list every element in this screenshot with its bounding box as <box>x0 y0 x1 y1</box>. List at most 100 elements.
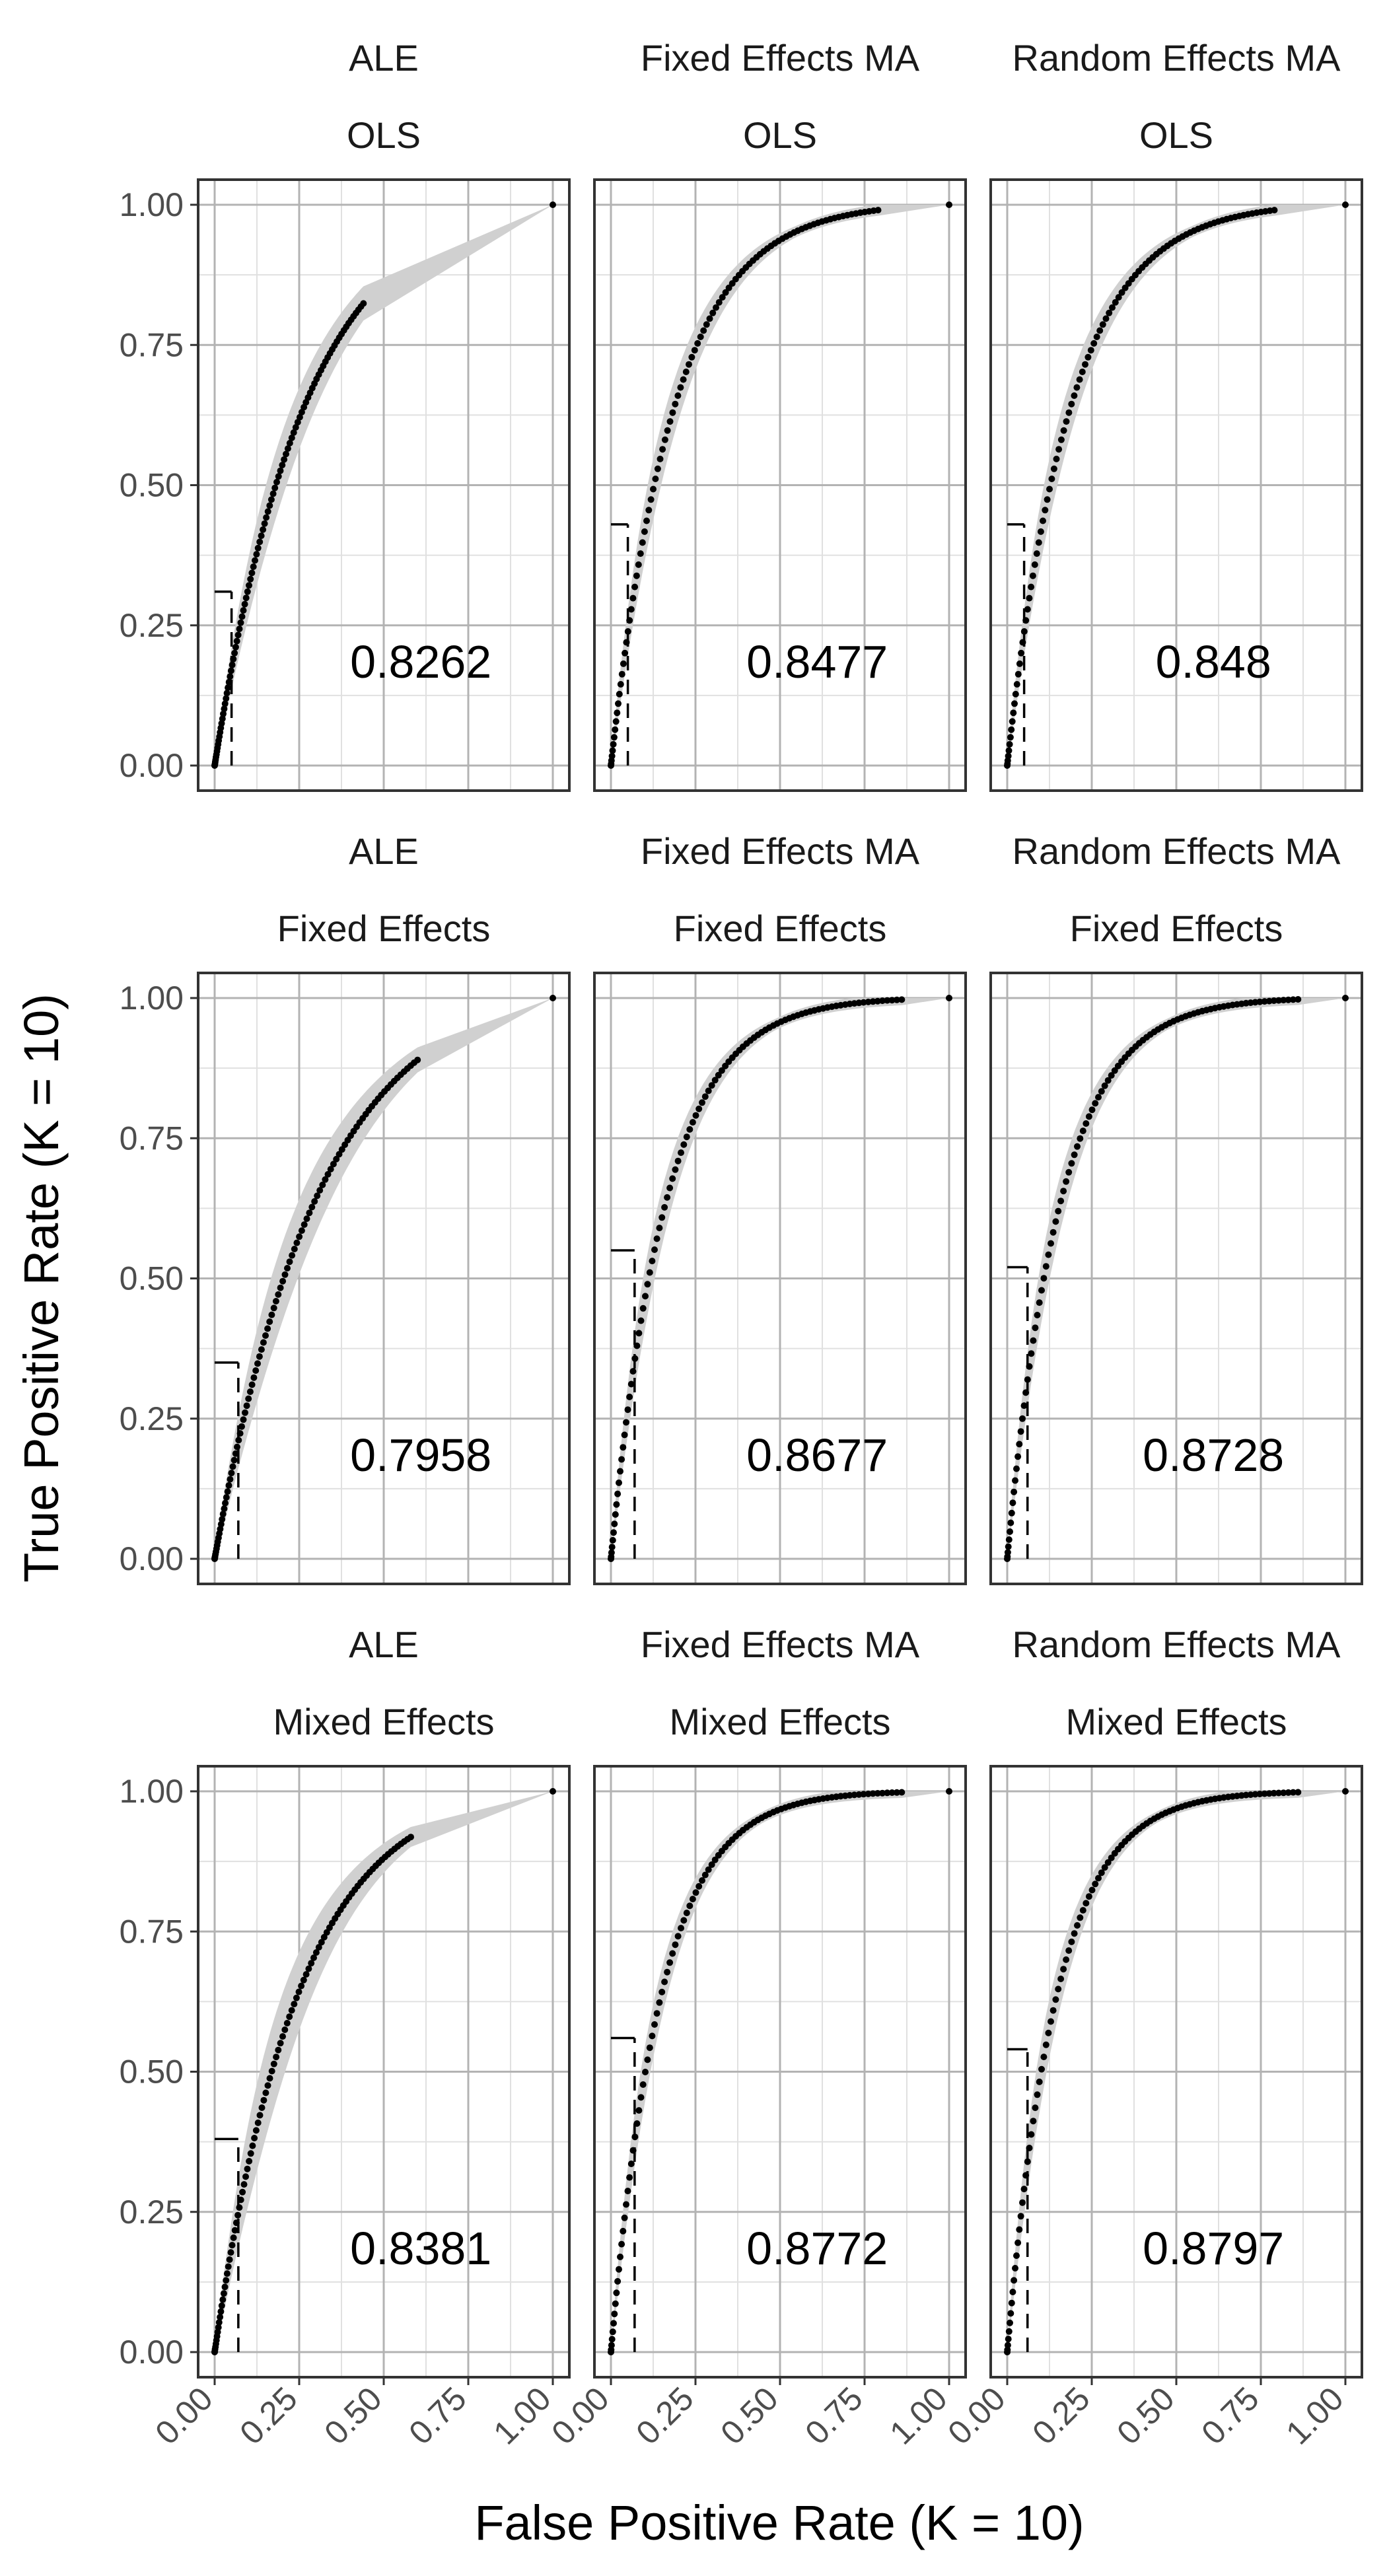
data-point <box>1104 1077 1112 1084</box>
data-point <box>1063 1178 1070 1185</box>
data-point <box>232 1450 239 1457</box>
data-point <box>637 2094 645 2101</box>
data-point <box>1007 2319 1013 2326</box>
data-point <box>653 2010 660 2017</box>
data-point <box>247 2150 254 2157</box>
data-point <box>1026 594 1033 602</box>
data-point <box>646 2044 653 2052</box>
panel-column-label: Fixed Effects MA <box>641 830 920 872</box>
data-point <box>289 1252 296 1259</box>
data-point <box>691 347 698 354</box>
data-point <box>715 299 723 306</box>
data-point <box>260 1339 267 1346</box>
data-point <box>653 1235 660 1242</box>
data-point <box>610 2320 617 2327</box>
data-point <box>293 1239 301 1246</box>
data-point <box>261 520 268 527</box>
data-point <box>300 1976 307 1984</box>
data-point <box>1076 376 1083 383</box>
data-point <box>228 1470 235 1477</box>
data-point <box>1019 639 1026 646</box>
data-point <box>1022 2172 1030 2179</box>
panel-border <box>989 972 1363 1585</box>
data-point <box>273 2054 280 2061</box>
data-point <box>319 1181 326 1188</box>
data-point <box>279 1277 287 1285</box>
data-point <box>225 2263 232 2270</box>
data-point <box>240 1416 247 1423</box>
data-point <box>293 1994 300 2001</box>
data-point <box>672 1941 679 1949</box>
data-point <box>251 2135 258 2141</box>
data-point <box>666 1184 674 1192</box>
data-point <box>946 201 952 208</box>
data-point <box>1050 465 1057 472</box>
facet-panel: Fixed Effects MA Fixed Effects 0.8677 <box>593 830 967 1585</box>
data-point <box>1032 2104 1039 2112</box>
data-point <box>631 583 639 590</box>
data-point <box>1106 309 1113 316</box>
data-point <box>614 709 621 717</box>
data-point <box>1261 1790 1268 1797</box>
data-point <box>1083 1900 1090 1907</box>
data-point <box>305 1965 312 1972</box>
data-point <box>860 1791 867 1798</box>
panel-column-label: ALE <box>349 830 419 872</box>
data-point <box>266 2075 273 2082</box>
data-point <box>1022 1389 1030 1396</box>
data-point <box>1074 1143 1081 1150</box>
data-point <box>1079 369 1086 375</box>
data-point <box>1028 1350 1035 1357</box>
data-point <box>614 2277 622 2285</box>
data-point <box>697 334 704 340</box>
data-point <box>1098 1869 1105 1877</box>
data-point <box>298 409 305 415</box>
data-point <box>680 1141 688 1148</box>
data-point <box>226 2256 233 2263</box>
facet-panel: Random Effects MA OLS 0.848 <box>989 37 1363 792</box>
data-point <box>650 485 657 493</box>
data-point <box>1055 1986 1062 1993</box>
data-point <box>610 1529 617 1536</box>
data-point <box>308 1960 315 1967</box>
data-point <box>220 2290 227 2297</box>
x-tick-label: 0.00 <box>148 2380 219 2451</box>
data-point <box>1044 496 1051 503</box>
data-point <box>253 551 260 558</box>
data-point <box>1079 1907 1086 1914</box>
data-point <box>617 1468 623 1475</box>
data-point <box>609 1536 616 1544</box>
data-point <box>620 1444 627 1451</box>
data-point <box>689 1119 696 1126</box>
data-point <box>258 2104 266 2111</box>
data-point <box>1073 384 1081 391</box>
data-point <box>616 690 623 698</box>
data-point <box>1005 1536 1013 1543</box>
data-point <box>225 684 232 692</box>
data-point <box>884 997 891 1004</box>
data-point <box>1108 1854 1115 1861</box>
data-point <box>884 1789 891 1797</box>
x-tick-label: 1.00 <box>882 2380 954 2451</box>
data-point <box>661 1978 668 1986</box>
data-point <box>1342 201 1349 208</box>
data-point <box>1030 2118 1037 2125</box>
data-point <box>618 2240 625 2248</box>
data-point <box>1280 997 1287 1004</box>
data-point <box>279 462 286 469</box>
data-point <box>611 2310 618 2318</box>
data-point <box>1048 476 1055 482</box>
data-point <box>639 1305 647 1312</box>
data-point <box>1083 1120 1090 1127</box>
data-point <box>245 1395 252 1402</box>
data-point <box>1040 2054 1048 2061</box>
data-point <box>1005 752 1012 760</box>
data-point <box>1031 561 1038 568</box>
data-point <box>1016 1441 1023 1448</box>
data-point <box>550 201 556 208</box>
x-tick-label: 0.25 <box>629 2380 700 2451</box>
data-point <box>1052 1218 1059 1225</box>
data-point <box>231 1456 238 1464</box>
confidence-band <box>215 205 553 766</box>
